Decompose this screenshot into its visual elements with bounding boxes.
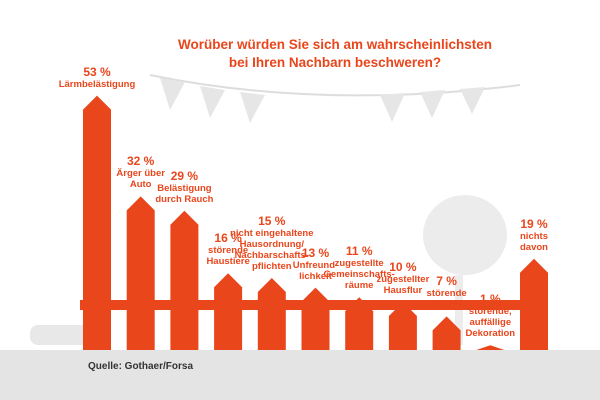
category-label: störende, auffällige Dekoration (465, 306, 516, 340)
category-label: störende Haustiere (206, 245, 250, 268)
bar-label: 16 % störende Haustiere (173, 231, 283, 267)
bar (388, 302, 417, 350)
value-label: 11 % (345, 244, 373, 259)
grill (423, 195, 507, 275)
value-label: 16 % (214, 231, 242, 246)
bunting (160, 78, 485, 123)
bar (301, 287, 330, 350)
value-label: 29 % (170, 168, 199, 183)
bar (126, 196, 155, 350)
chart-title: Worüber würden Sie sich am wahrscheinlic… (177, 37, 493, 70)
bar-label: 32 % Ärger über Auto (86, 154, 196, 190)
value-label: 1 % (479, 292, 501, 307)
category-label: Belästigung durch Rauch (155, 182, 214, 205)
value-label: 32 % (127, 154, 155, 169)
bar-label: 10 % zugestellter Hausflur (348, 260, 458, 296)
category-label: Ärger über Auto (116, 168, 165, 191)
value-label: 15 % (258, 214, 286, 228)
category-label: nicht eingehaltene Hausordnung/ Nachbars… (230, 228, 314, 272)
value-label: 7 % (436, 274, 457, 289)
value-label: 19 % (520, 216, 548, 231)
value-label: 13 % (301, 245, 330, 260)
bar-label: 13 % Unfreund- lichkeit (261, 246, 371, 282)
bar (257, 278, 286, 350)
bar-label: 53 % Lärmbelästigung (42, 65, 152, 90)
bar-label: 7 % störende Besucher (392, 274, 502, 310)
bar-label: 1 % störende, auffällige Dekoration (435, 292, 545, 339)
bar (476, 345, 505, 350)
category-label: Unfreund- lichkeit (292, 259, 339, 282)
bar (345, 297, 374, 350)
value-label: 10 % (389, 260, 417, 274)
category-label: nichts davon (520, 230, 548, 253)
bar-label: 15 % nicht eingehaltene Hausordnung/ Nach… (217, 214, 327, 272)
bar (432, 316, 461, 350)
ground (0, 350, 600, 400)
bar (520, 258, 548, 350)
category-label: störende Besucher (424, 288, 469, 311)
bar-label: 11 % zugestellte Gemeinschafts- räume (304, 244, 414, 291)
source: Quelle: Gothaer/Forsa (88, 361, 194, 372)
mat (30, 325, 100, 345)
value-label: 53 % (83, 64, 111, 79)
category-label: zugestellte Gemeinschafts- räume (323, 258, 395, 292)
bar (83, 95, 111, 350)
bar-label: 29 % Belästigung durch Rauch (129, 169, 239, 205)
category-label: Lärmbelästigung (58, 78, 136, 90)
category-label: zugestellter Hausflur (376, 274, 430, 296)
bar (170, 210, 199, 350)
bar-label: 19 % nichts davon (479, 217, 589, 253)
bar (214, 273, 243, 350)
